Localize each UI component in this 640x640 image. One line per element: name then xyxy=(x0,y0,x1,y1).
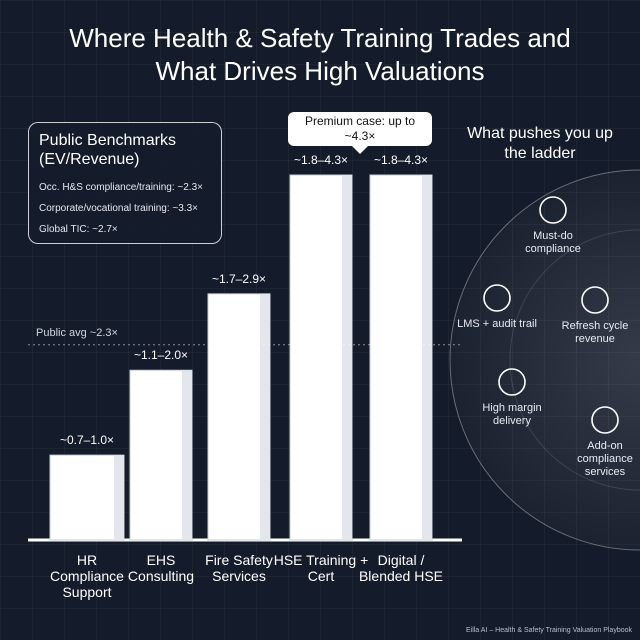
benchmark-title: Public Benchmarks (EV/Revenue) xyxy=(39,131,211,169)
drivers-title: What pushes you up the ladder xyxy=(462,124,618,164)
value-label: ~0.7–1.0× xyxy=(42,433,132,447)
driver-label: Refresh cycle revenue xyxy=(550,320,640,346)
value-label: ~1.7–2.9× xyxy=(194,272,284,286)
bar-side xyxy=(114,455,124,540)
footer: Eilla AI – Health & Safety Training Valu… xyxy=(466,627,632,634)
driver-label: Must-do compliance xyxy=(508,230,598,256)
bar-side xyxy=(182,370,192,540)
value-label: ~1.1–2.0× xyxy=(116,348,206,362)
driver-label: Add-on compliance services xyxy=(560,440,640,479)
bar-side xyxy=(342,175,352,540)
value-label: ~1.8–4.3× xyxy=(276,153,366,167)
x-tick-label: Digital / Blended HSE xyxy=(353,552,449,584)
benchmark-item: Corporate/vocational training: ~3.3× xyxy=(39,198,211,219)
benchmark-item: Occ. H&S compliance/training: ~2.3× xyxy=(39,177,211,198)
reference-label: Public avg ~2.3× xyxy=(36,327,118,339)
bar-side xyxy=(260,294,270,540)
chart-title: Where Health & Safety Training Trades an… xyxy=(50,22,590,88)
benchmark-item: Global TIC: ~2.7× xyxy=(39,219,211,240)
callout: Premium case: up to ~4.3× xyxy=(288,112,432,146)
drivers-circle xyxy=(450,170,640,550)
benchmark-box: Public Benchmarks (EV/Revenue) Occ. H&S … xyxy=(28,122,222,244)
driver-label: LMS + audit trail xyxy=(452,318,542,331)
bar xyxy=(50,455,124,540)
bar-side xyxy=(422,175,432,540)
value-label: ~1.8–4.3× xyxy=(356,153,446,167)
driver-label: High margin delivery xyxy=(467,402,557,428)
